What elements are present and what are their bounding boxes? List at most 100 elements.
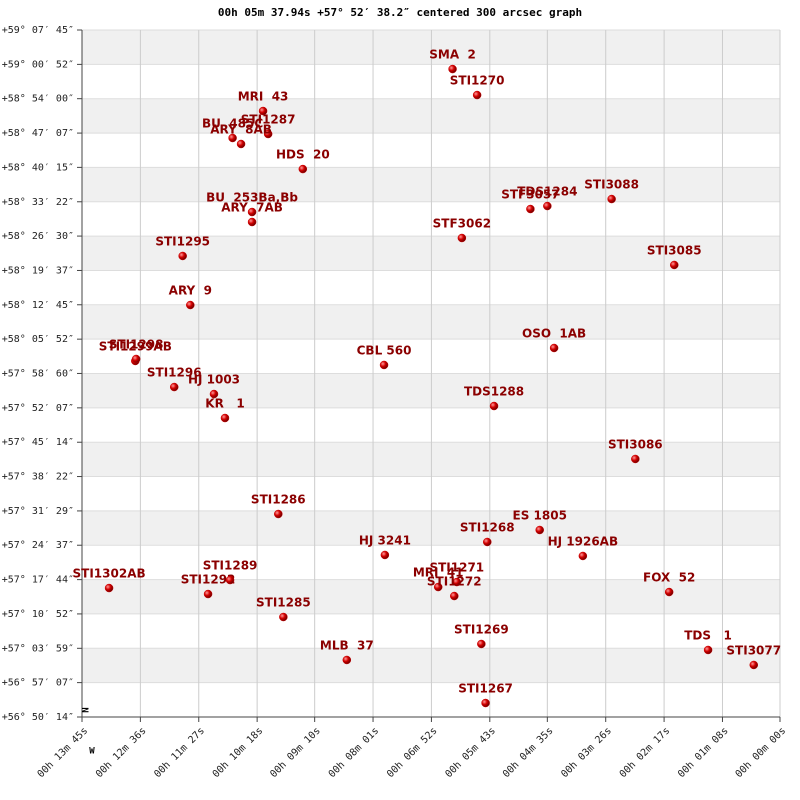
- star-point: [258, 106, 268, 116]
- star-point: [481, 698, 490, 708]
- star-point: [131, 354, 141, 364]
- star-point: [433, 582, 443, 592]
- star-point: [247, 217, 257, 227]
- star-point: [342, 655, 352, 665]
- star-point: [452, 577, 462, 587]
- star-point: [228, 133, 237, 143]
- x-tick-label: 00h 06m 52s: [385, 725, 440, 780]
- star-point: [483, 537, 492, 547]
- point-label: TDS 1: [684, 628, 732, 642]
- star-point: [549, 343, 559, 353]
- star-point: [477, 639, 486, 649]
- point-label: STI1267: [458, 682, 513, 696]
- point-label: STI1295: [155, 234, 210, 248]
- y-tick-label: +57° 58′ 60″: [2, 368, 74, 379]
- star-point: [220, 413, 230, 423]
- point-label: STI3086: [608, 437, 663, 451]
- point-label: SMA 2: [429, 48, 476, 62]
- point-label: STI1298: [109, 337, 164, 351]
- point-label: BU 485C: [202, 116, 263, 130]
- point-label: TDS1284: [517, 185, 577, 199]
- point-label: STF3057: [501, 188, 559, 202]
- star-point: [209, 389, 219, 399]
- point-label: STI1287: [241, 112, 296, 126]
- star-point: [664, 587, 674, 597]
- north-label: N: [82, 707, 92, 712]
- point-label: BU 253Ba,Bb: [206, 191, 298, 205]
- point-label: HJ 1926AB: [548, 534, 619, 548]
- point-label: ARY 7AB: [221, 201, 283, 215]
- point-label: CBL 560: [357, 343, 412, 357]
- x-tick-label: 00h 08m 01s: [327, 725, 382, 780]
- y-tick-label: +58° 54′ 00″: [2, 94, 74, 105]
- star-point: [669, 260, 679, 270]
- point-label: STI1269: [454, 622, 509, 636]
- west-label: W: [89, 747, 95, 757]
- x-tick-label: 00h 12m 36s: [94, 725, 149, 780]
- point-label: HJ 1003: [188, 373, 240, 387]
- star-point: [274, 509, 283, 519]
- star-point: [380, 550, 390, 560]
- y-tick-label: +57° 38′ 22″: [2, 472, 74, 483]
- point-label: ARY 9: [169, 284, 212, 298]
- point-label: MLB 37: [320, 638, 374, 652]
- star-point: [607, 194, 616, 204]
- chart-title: 00h 05m 37.94s +57° 52′ 38.2″ centered 3…: [218, 6, 582, 19]
- point-label: HDS 20: [276, 148, 330, 162]
- star-point: [472, 90, 482, 100]
- y-tick-label: +56° 50′ 14″: [2, 712, 74, 723]
- point-label: ARY 8AB: [210, 122, 272, 136]
- star-point: [526, 204, 535, 214]
- y-tick-label: +58° 12′ 45″: [2, 300, 74, 311]
- star-point: [178, 251, 187, 261]
- star-point: [749, 660, 759, 670]
- star-point: [298, 164, 308, 174]
- point-label: STI1272: [427, 575, 482, 589]
- y-tick-label: +58° 47′ 07″: [2, 128, 74, 139]
- star-point: [225, 575, 235, 585]
- star-point: [535, 525, 544, 535]
- y-tick-label: +57° 03′ 59″: [2, 643, 74, 654]
- x-tick-label: 00h 02m 17s: [618, 725, 673, 780]
- point-label: STI1296: [147, 366, 202, 380]
- star-point: [543, 201, 552, 211]
- star-point: [263, 129, 273, 139]
- y-tick-label: +58° 05′ 52″: [2, 334, 74, 345]
- star-point: [203, 589, 213, 599]
- point-label: STI3088: [584, 178, 639, 192]
- star-point: [379, 360, 389, 370]
- point-label: STI1268: [460, 520, 515, 534]
- star-point: [236, 139, 246, 149]
- y-tick-label: +58° 40′ 15″: [2, 162, 74, 173]
- point-label: STI1302AB: [73, 567, 146, 581]
- x-tick-label: 00h 05m 43s: [443, 725, 498, 780]
- point-label: STI3085: [647, 243, 702, 257]
- point-label: ES 1805: [513, 508, 567, 522]
- y-tick-label: +59° 00′ 52″: [2, 59, 74, 70]
- star-point: [186, 300, 195, 310]
- star-point: [247, 207, 257, 217]
- point-label: FOX 52: [643, 571, 695, 585]
- y-tick-label: +57° 24′ 37″: [2, 540, 74, 551]
- star-point: [104, 583, 114, 593]
- star-point: [448, 64, 457, 74]
- star-point: [489, 401, 499, 411]
- point-label: MRI 43: [238, 90, 289, 104]
- x-tick-label: 00h 10m 18s: [211, 725, 266, 780]
- star-point: [703, 645, 713, 655]
- point-label: STI1286: [251, 493, 306, 507]
- point-label: KR 1: [205, 397, 244, 411]
- star-point: [450, 591, 459, 601]
- point-label: STI1270: [450, 74, 505, 88]
- point-label: STF3062: [433, 216, 491, 230]
- point-label: OSO 1AB: [522, 326, 586, 340]
- point-label: TDS1288: [464, 385, 524, 399]
- point-label: STI1271: [429, 561, 484, 575]
- y-tick-label: +58° 19′ 37″: [2, 265, 74, 276]
- star-point: [169, 382, 179, 392]
- y-tick-label: +57° 45′ 14″: [2, 437, 74, 448]
- star-point: [457, 233, 467, 243]
- point-label: HJ 3241: [359, 533, 411, 547]
- star-point: [279, 612, 288, 622]
